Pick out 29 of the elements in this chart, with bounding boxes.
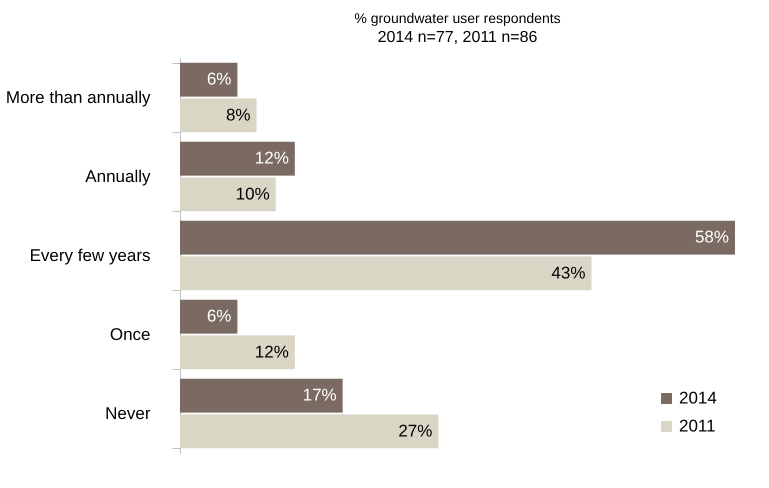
data-label: 58% xyxy=(694,228,729,247)
legend-label: 2014 xyxy=(679,388,717,408)
legend-label: 2011 xyxy=(679,416,716,436)
data-label: 43% xyxy=(551,263,586,282)
data-label: 12% xyxy=(254,342,289,362)
bar xyxy=(180,142,295,176)
data-label: 8% xyxy=(226,105,251,124)
data-label: 6% xyxy=(206,70,232,89)
bar xyxy=(180,256,592,290)
bar xyxy=(180,414,438,448)
data-label: 10% xyxy=(236,184,270,204)
y-tick-label: Every few years xyxy=(30,246,150,265)
y-tick-label: Never xyxy=(105,404,151,423)
y-tick-label: More than annually xyxy=(6,88,151,107)
y-tick-label: Annually xyxy=(85,167,151,186)
bar xyxy=(180,300,238,334)
bar xyxy=(180,62,238,97)
bar xyxy=(180,177,276,212)
bar xyxy=(180,378,343,413)
bar xyxy=(180,220,735,255)
data-label: 6% xyxy=(206,306,232,326)
chart-subtitle: 2014 n=77, 2011 n=86 xyxy=(378,29,538,46)
data-label: 12% xyxy=(254,148,289,168)
chart-title: % groundwater user respondents xyxy=(354,10,561,26)
bar xyxy=(180,98,257,132)
bar xyxy=(180,335,295,370)
data-label: 17% xyxy=(302,386,337,405)
y-tick-label: Once xyxy=(110,325,150,344)
data-label: 27% xyxy=(398,421,432,440)
